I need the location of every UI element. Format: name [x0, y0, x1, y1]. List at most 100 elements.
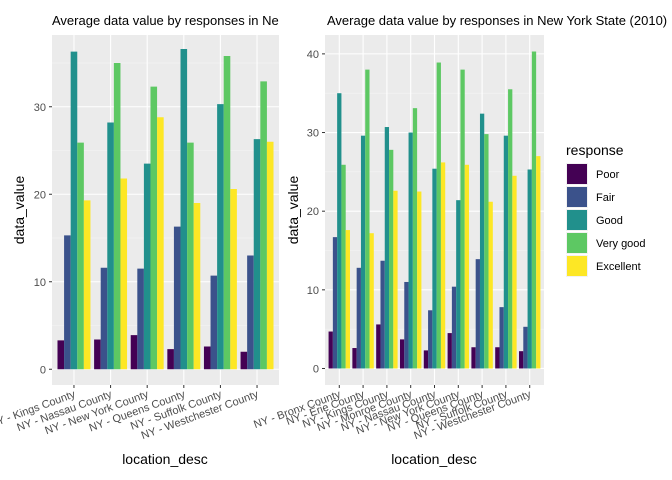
legend-label: Poor: [596, 169, 620, 181]
right-x-axis-label: location_desc: [391, 451, 477, 467]
bar-excellent: [440, 162, 446, 369]
bar-very-good: [150, 86, 158, 370]
bar-very-good: [531, 51, 537, 369]
y-tick-label: 30: [34, 102, 46, 114]
legend-label: Excellent: [596, 261, 641, 273]
right-y-axis-label: data_value: [285, 176, 301, 245]
bar-poor: [57, 340, 65, 370]
bar-good: [107, 122, 114, 370]
y-tick-label: 20: [34, 189, 46, 201]
bar-good: [432, 168, 437, 369]
bar-poor: [328, 331, 333, 369]
bar-fair: [210, 275, 218, 370]
left-y-axis-label: data_value: [11, 176, 27, 245]
bar-fair: [523, 326, 528, 369]
bar-poor: [240, 351, 248, 370]
bar-excellent: [369, 233, 374, 369]
bar-very-good: [187, 142, 194, 370]
right-chart-title: Average data value by responses in New Y…: [327, 13, 667, 28]
bar-very-good: [365, 69, 370, 369]
bar-fair: [247, 255, 254, 370]
bar-poor: [471, 347, 476, 369]
bar-poor: [376, 324, 381, 369]
bar-fair: [173, 226, 181, 370]
left-y-ticks: 0 10 20 30: [34, 102, 52, 376]
bar-very-good: [484, 134, 489, 369]
bar-poor: [519, 351, 524, 369]
bar-very-good: [508, 89, 513, 369]
bar-very-good: [77, 142, 84, 370]
y-tick-label: 10: [34, 277, 46, 289]
bar-very-good: [341, 164, 346, 369]
legend-swatch-fair: [567, 187, 587, 207]
bar-fair: [64, 235, 71, 370]
bar-good: [479, 113, 485, 369]
bar-poor: [399, 339, 405, 369]
legend-title: response: [566, 142, 624, 158]
bar-very-good: [436, 62, 441, 369]
bar-fair: [100, 267, 108, 370]
legend-label: Good: [596, 215, 623, 227]
bar-good: [253, 139, 261, 370]
bar-good: [456, 200, 461, 369]
bar-good: [360, 135, 366, 369]
bar-fair: [356, 267, 361, 369]
legend-label: Fair: [596, 192, 615, 204]
bar-excellent: [266, 141, 274, 370]
bar-good: [384, 127, 390, 369]
bar-poor: [352, 348, 357, 369]
right-y-ticks: 0 10 20 30 40: [307, 49, 325, 375]
left-bars: [57, 49, 274, 370]
left-panel: Average data value by responses in Ne 0 1…: [0, 13, 279, 467]
legend-label: Very good: [596, 238, 646, 250]
legend-swatch-excellent: [567, 256, 587, 276]
right-bars: [328, 51, 541, 369]
y-tick-label: 10: [307, 285, 319, 297]
bar-excellent: [120, 178, 128, 370]
bar-poor: [203, 346, 211, 370]
bar-good: [70, 51, 78, 370]
legend: response Poor Fair Good Very good Excellent: [566, 142, 646, 277]
bar-good: [527, 169, 532, 369]
bar-fair: [475, 259, 480, 369]
y-tick-label: 0: [313, 363, 319, 375]
legend-swatch-good: [567, 210, 587, 230]
bar-very-good: [460, 69, 465, 369]
bar-very-good: [389, 149, 394, 369]
bar-very-good: [223, 56, 231, 370]
y-tick-label: 30: [307, 128, 319, 140]
bar-very-good: [412, 108, 418, 369]
bar-poor: [495, 347, 500, 369]
y-tick-label: 40: [307, 49, 319, 61]
bar-excellent: [345, 230, 350, 369]
bar-excellent: [536, 156, 541, 369]
bar-poor: [447, 333, 452, 369]
bar-excellent: [83, 200, 91, 370]
bar-good: [337, 93, 342, 369]
left-chart-title: Average data value by responses in Ne: [52, 13, 279, 28]
left-x-axis-label: location_desc: [122, 451, 208, 467]
bar-fair: [451, 286, 457, 369]
bar-excellent: [512, 175, 517, 369]
y-tick-label: 0: [40, 364, 46, 376]
bar-excellent: [464, 164, 470, 369]
bar-very-good: [113, 63, 121, 370]
bar-poor: [130, 335, 138, 370]
bar-good: [180, 49, 188, 370]
bar-excellent: [488, 201, 493, 369]
bar-good: [143, 163, 151, 370]
bar-excellent: [193, 203, 201, 370]
bar-poor: [167, 349, 174, 370]
bar-good: [408, 132, 413, 369]
bar-excellent: [417, 191, 422, 369]
bar-fair: [428, 310, 433, 369]
bar-fair: [332, 237, 338, 369]
bar-fair: [137, 268, 144, 370]
bar-poor: [423, 350, 429, 369]
bar-good: [217, 104, 224, 370]
bar-fair: [380, 260, 385, 369]
legend-swatch-very-good: [567, 233, 587, 253]
legend-swatch-poor: [567, 164, 587, 184]
bar-fair: [404, 281, 409, 369]
